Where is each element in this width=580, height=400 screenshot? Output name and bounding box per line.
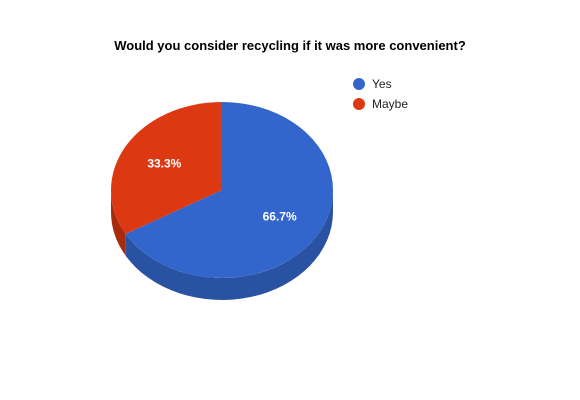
pie-tops — [110, 102, 334, 279]
pie-labels: 66.7% 33.3% — [147, 157, 297, 224]
slice-label-yes: 66.7% — [263, 209, 297, 223]
pie-sides — [111, 190, 333, 300]
legend-label-yes[interactable]: Yes — [372, 77, 392, 91]
pie-side-yes — [125, 190, 333, 300]
pie-slice-maybe[interactable] — [110, 102, 222, 234]
pie-slice-yes[interactable] — [125, 102, 334, 279]
legend: Yes Maybe — [353, 77, 408, 111]
legend-swatch-yes — [353, 78, 365, 90]
legend-swatch-maybe — [353, 98, 365, 110]
slice-label-maybe: 33.3% — [147, 157, 181, 171]
pie-side-maybe — [111, 190, 126, 256]
legend-label-maybe[interactable]: Maybe — [372, 97, 408, 111]
chart-title: Would you consider recycling if it was m… — [114, 38, 466, 53]
